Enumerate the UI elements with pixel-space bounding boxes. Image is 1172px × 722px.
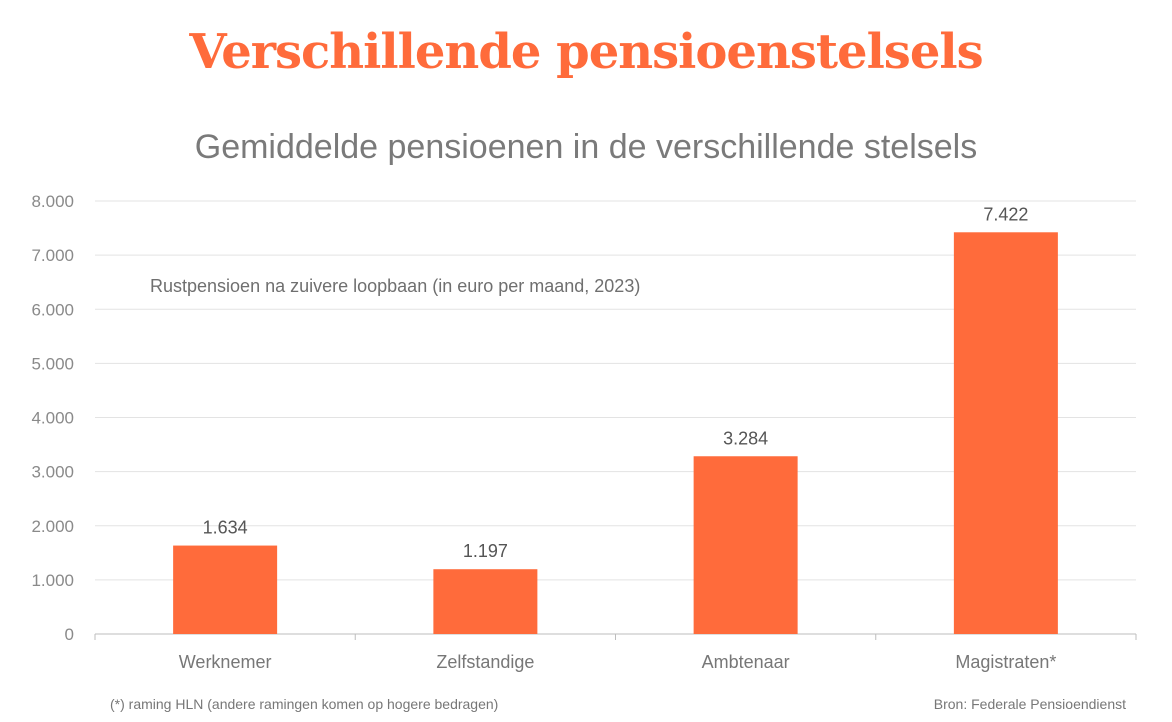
data-label: 1.197 bbox=[463, 541, 508, 561]
y-tick-label: 2.000 bbox=[31, 517, 74, 536]
y-tick-label: 7.000 bbox=[31, 246, 74, 265]
data-label: 7.422 bbox=[983, 204, 1028, 224]
chart-annotation: Rustpensioen na zuivere loopbaan (in eur… bbox=[150, 276, 640, 296]
footnote: (*) raming HLN (andere ramingen komen op… bbox=[110, 696, 499, 712]
data-label: 1.634 bbox=[203, 518, 248, 538]
data-label: 3.284 bbox=[723, 428, 768, 448]
y-tick-label: 4.000 bbox=[31, 409, 74, 428]
bar-1 bbox=[173, 545, 278, 634]
x-tick-label: Magistraten* bbox=[955, 652, 1056, 672]
y-tick-label: 5.000 bbox=[31, 354, 74, 373]
headline: Verschillende pensioenstelsels bbox=[189, 24, 983, 80]
bar-3 bbox=[693, 456, 798, 634]
chart-title: Gemiddelde pensioenen in de verschillend… bbox=[194, 128, 978, 166]
y-tick-label: 1.000 bbox=[31, 571, 74, 590]
x-tick-label: Ambtenaar bbox=[702, 652, 790, 672]
y-tick-label: 0 bbox=[65, 625, 74, 644]
bar-2 bbox=[433, 569, 538, 634]
x-tick-label: Werknemer bbox=[179, 652, 272, 672]
y-tick-label: 3.000 bbox=[31, 463, 74, 482]
x-tick-label: Zelfstandige bbox=[436, 652, 534, 672]
source-note: Bron: Federale Pensioendienst bbox=[933, 696, 1126, 712]
bar-4 bbox=[953, 232, 1058, 635]
y-tick-label: 8.000 bbox=[31, 192, 74, 211]
y-tick-label: 6.000 bbox=[31, 300, 74, 319]
